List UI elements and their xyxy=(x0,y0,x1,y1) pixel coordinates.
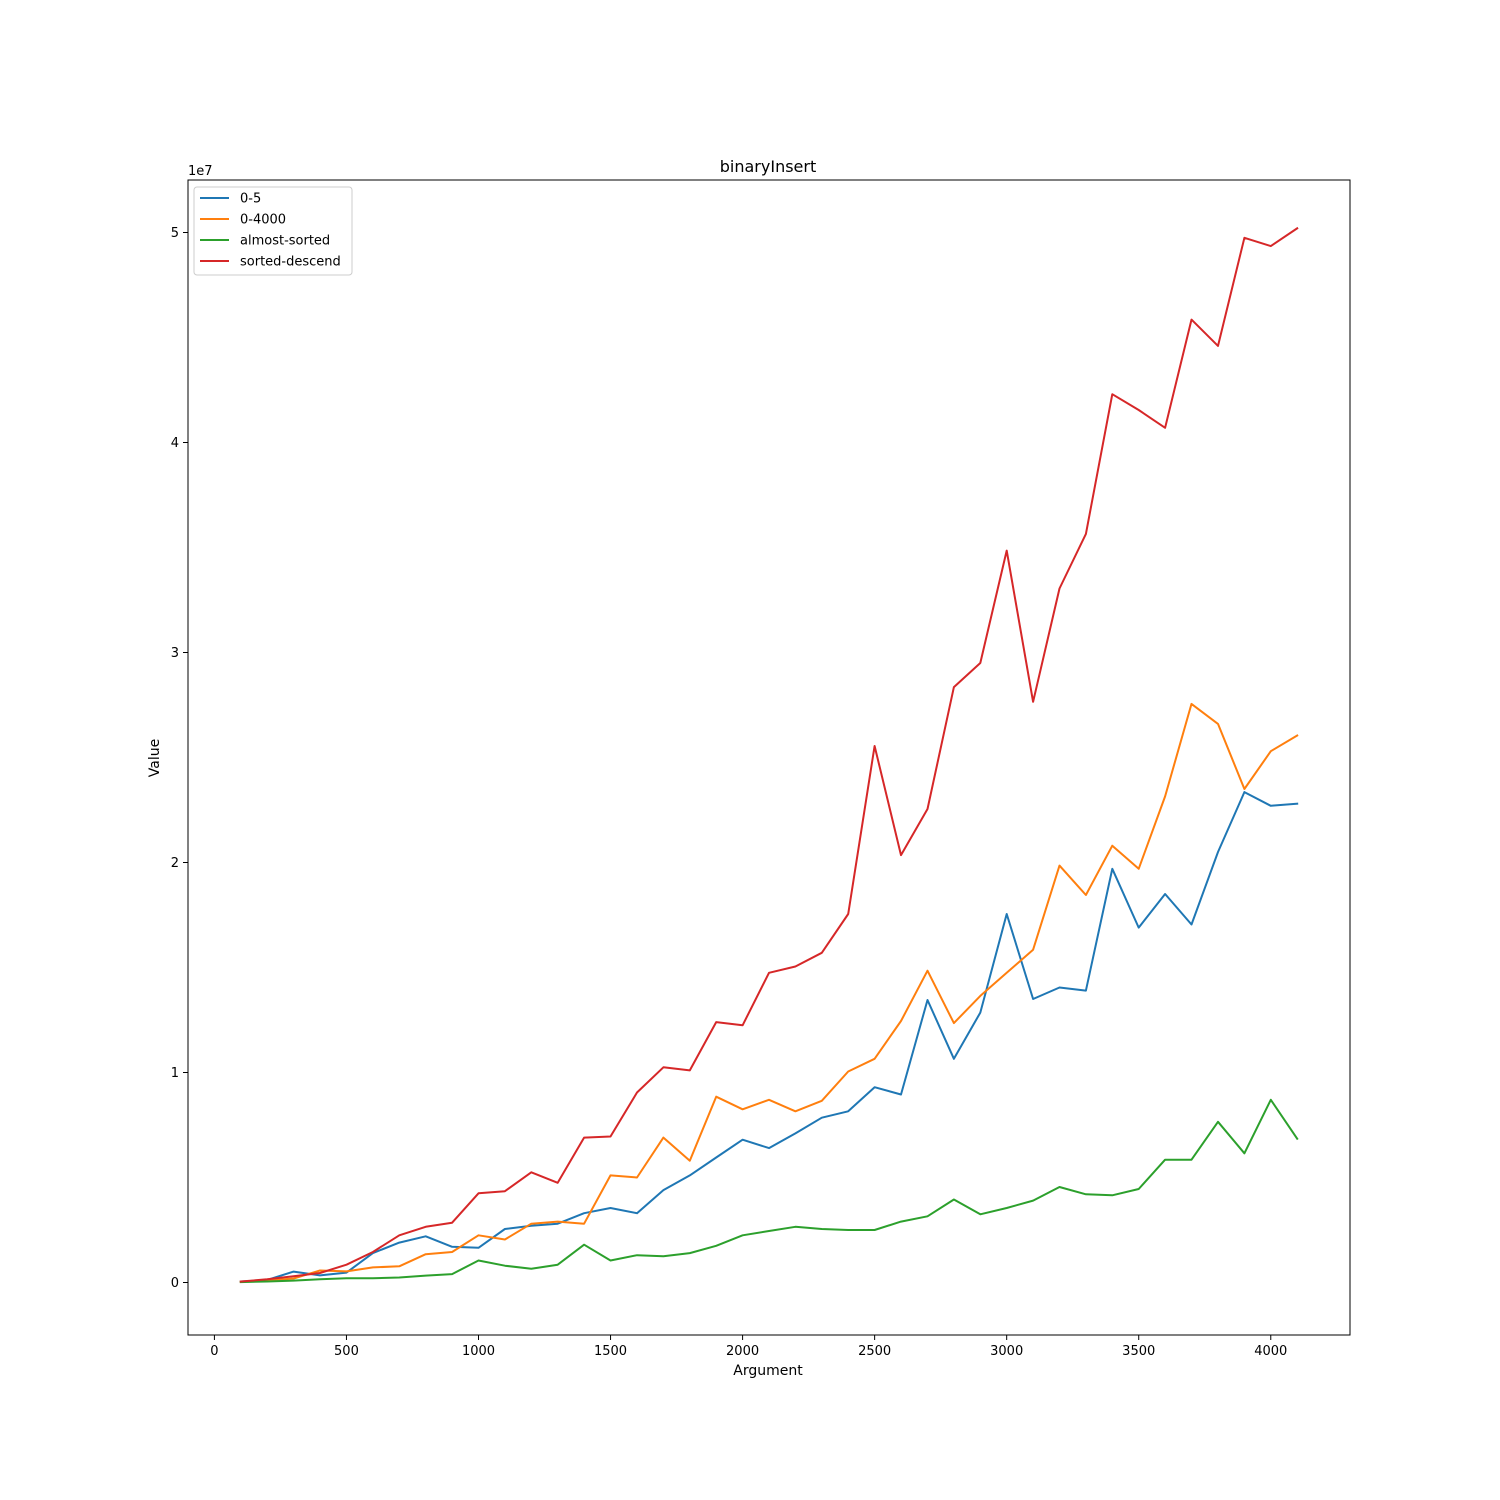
legend: 0-5 0-4000 almost-sorted sorted-descend xyxy=(193,186,353,276)
series-line-2 xyxy=(239,1098,1299,1284)
y-tick-label: 3 xyxy=(171,646,179,661)
series-line-0 xyxy=(239,791,1299,1283)
legend-label-3: sorted-descend xyxy=(240,255,341,270)
x-tick-label: 500 xyxy=(334,1344,359,1359)
x-tick-label: 3500 xyxy=(1122,1344,1155,1359)
series-line-1 xyxy=(239,702,1299,1283)
y-tick-label: 4 xyxy=(171,436,179,451)
x-tick-label: 2000 xyxy=(726,1344,759,1359)
x-tick-label: 2500 xyxy=(858,1344,891,1359)
y-tick-label: 5 xyxy=(171,226,179,241)
y-axis-title: Value xyxy=(147,739,163,777)
chart-title: binaryInsert xyxy=(720,157,816,176)
x-tick-label: 4000 xyxy=(1254,1344,1287,1359)
x-axis: 0 500 1000 1500 2000 2500 3000 3500 4000 xyxy=(210,1335,1287,1359)
legend-label-1: 0-4000 xyxy=(240,213,286,228)
x-tick-label: 1000 xyxy=(462,1344,495,1359)
legend-label-2: almost-sorted xyxy=(240,234,330,249)
legend-box xyxy=(193,186,353,276)
legend-label-0: 0-5 xyxy=(240,192,261,207)
y-tick-label: 2 xyxy=(171,856,179,871)
y-offset-label: 1e7 xyxy=(188,164,213,179)
x-tick-label: 3000 xyxy=(990,1344,1023,1359)
y-tick-label: 1 xyxy=(171,1066,179,1081)
plot-frame xyxy=(187,179,1351,1336)
y-tick-label: 0 xyxy=(171,1276,179,1291)
series-line-3 xyxy=(239,226,1299,1283)
x-axis-title: Argument xyxy=(733,1363,803,1379)
x-tick-label: 1500 xyxy=(594,1344,627,1359)
series-lines xyxy=(239,226,1299,1284)
y-axis: 0 1 2 3 4 5 xyxy=(171,226,188,1291)
x-tick-label: 0 xyxy=(210,1344,218,1359)
